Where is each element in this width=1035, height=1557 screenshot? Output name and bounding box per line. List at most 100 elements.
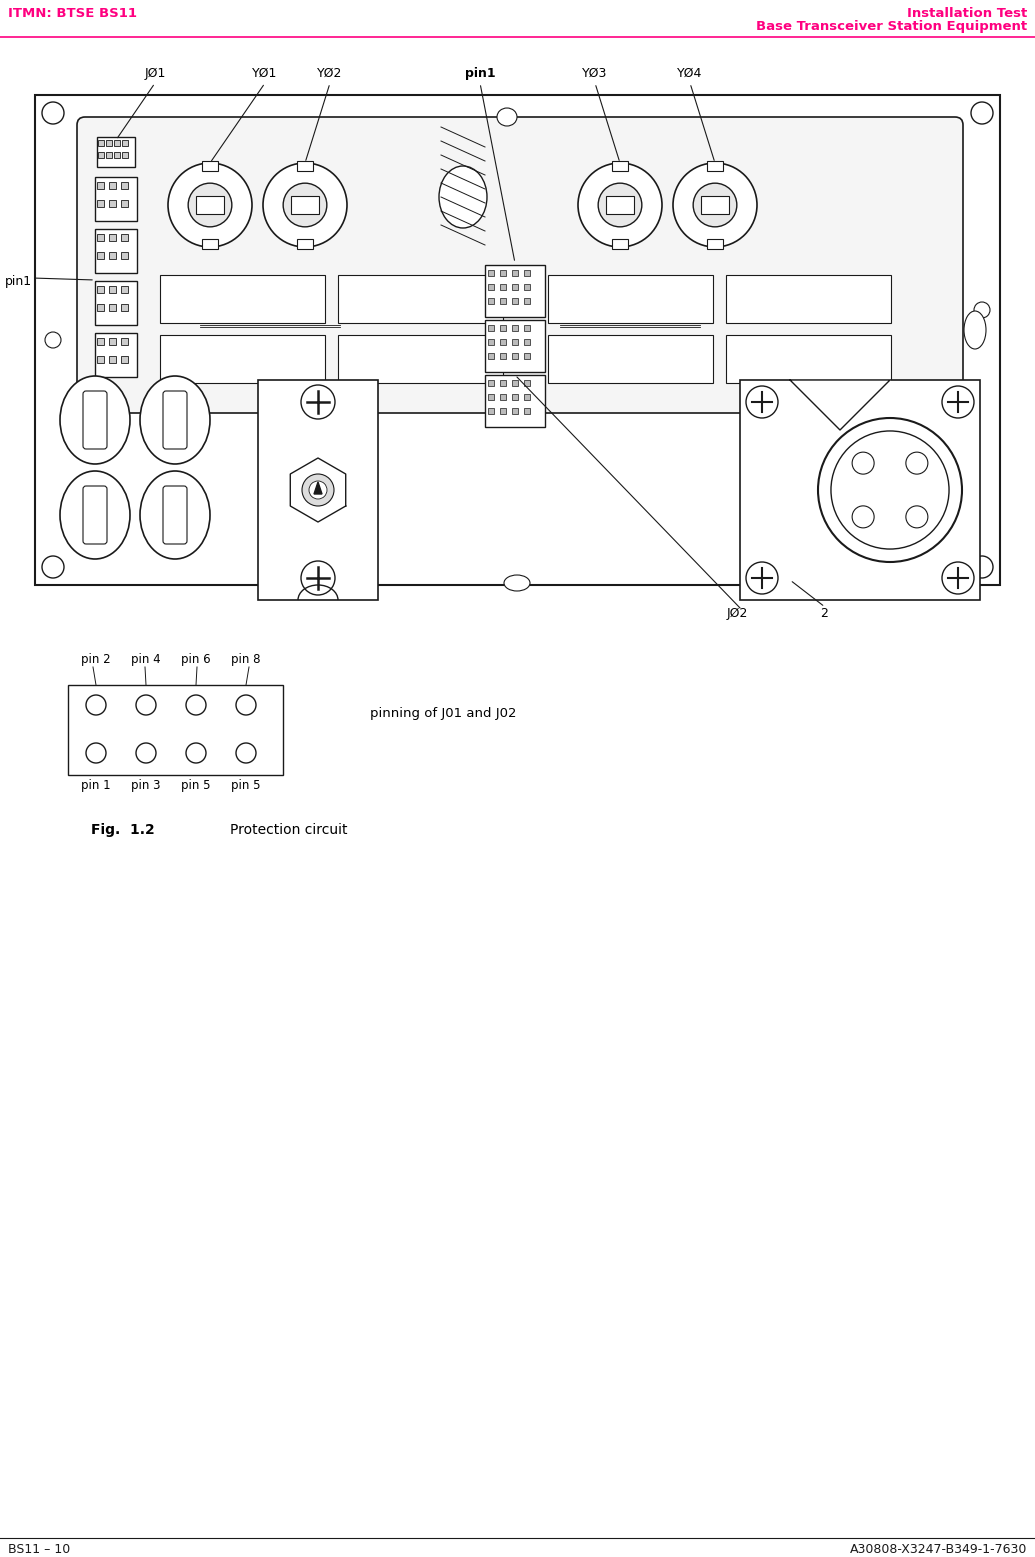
Bar bbox=[96, 182, 104, 188]
Ellipse shape bbox=[60, 472, 130, 559]
Text: pin 4: pin 4 bbox=[131, 652, 160, 666]
Bar bbox=[95, 333, 137, 377]
Bar bbox=[487, 408, 494, 414]
Bar bbox=[106, 140, 112, 146]
Bar bbox=[109, 252, 116, 258]
Bar bbox=[109, 304, 116, 310]
Bar bbox=[740, 380, 980, 599]
Bar bbox=[106, 153, 112, 157]
Circle shape bbox=[86, 743, 106, 763]
Circle shape bbox=[168, 163, 252, 248]
Circle shape bbox=[971, 103, 993, 125]
Bar bbox=[512, 339, 518, 346]
Bar bbox=[512, 325, 518, 332]
Bar bbox=[120, 338, 127, 344]
Ellipse shape bbox=[439, 167, 487, 227]
Bar bbox=[487, 339, 494, 346]
Bar bbox=[485, 375, 545, 427]
Text: JØ1: JØ1 bbox=[144, 67, 166, 79]
Bar bbox=[512, 408, 518, 414]
Bar bbox=[202, 240, 218, 249]
Text: JØ2: JØ2 bbox=[727, 607, 748, 620]
Bar bbox=[524, 297, 530, 304]
Text: ITMN: BTSE BS11: ITMN: BTSE BS11 bbox=[8, 6, 137, 20]
Ellipse shape bbox=[140, 472, 210, 559]
Bar bbox=[500, 269, 506, 276]
FancyBboxPatch shape bbox=[162, 486, 187, 543]
Text: YØ2: YØ2 bbox=[318, 67, 343, 79]
Bar bbox=[95, 229, 137, 272]
Bar bbox=[109, 355, 116, 363]
Bar bbox=[524, 339, 530, 346]
Ellipse shape bbox=[504, 575, 530, 592]
Bar bbox=[297, 240, 313, 249]
Bar bbox=[487, 269, 494, 276]
Circle shape bbox=[42, 556, 64, 578]
Text: Protection circuit: Protection circuit bbox=[230, 824, 348, 838]
Text: 2: 2 bbox=[820, 607, 828, 620]
Bar bbox=[291, 196, 319, 213]
Bar bbox=[512, 269, 518, 276]
Bar bbox=[109, 338, 116, 344]
Circle shape bbox=[284, 184, 327, 227]
Bar bbox=[258, 380, 378, 599]
FancyBboxPatch shape bbox=[83, 391, 107, 448]
Bar bbox=[500, 380, 506, 386]
Circle shape bbox=[301, 385, 335, 419]
Bar bbox=[487, 297, 494, 304]
Bar bbox=[96, 338, 104, 344]
Bar bbox=[297, 160, 313, 171]
Text: Installation Test: Installation Test bbox=[907, 6, 1027, 20]
Bar bbox=[97, 137, 135, 167]
FancyBboxPatch shape bbox=[83, 486, 107, 543]
Circle shape bbox=[45, 332, 61, 349]
Bar bbox=[726, 276, 891, 322]
Text: pin 8: pin 8 bbox=[231, 652, 261, 666]
Text: Fig.  1.2: Fig. 1.2 bbox=[91, 824, 155, 838]
Bar bbox=[122, 140, 128, 146]
Bar bbox=[500, 283, 506, 290]
Circle shape bbox=[831, 431, 949, 550]
Circle shape bbox=[693, 184, 737, 227]
Bar bbox=[512, 353, 518, 360]
Circle shape bbox=[309, 481, 327, 498]
Bar bbox=[109, 234, 116, 240]
Bar bbox=[35, 95, 1000, 585]
Bar bbox=[487, 283, 494, 290]
Bar bbox=[548, 276, 713, 322]
Bar bbox=[485, 265, 545, 318]
Polygon shape bbox=[790, 380, 890, 430]
Text: YØ3: YØ3 bbox=[583, 67, 608, 79]
Bar bbox=[524, 394, 530, 400]
Bar bbox=[500, 353, 506, 360]
Bar bbox=[160, 335, 325, 383]
Bar bbox=[524, 325, 530, 332]
Bar bbox=[500, 408, 506, 414]
Bar bbox=[120, 182, 127, 188]
Bar bbox=[500, 297, 506, 304]
Bar bbox=[612, 160, 628, 171]
Bar bbox=[96, 355, 104, 363]
Bar bbox=[487, 353, 494, 360]
Bar bbox=[202, 160, 218, 171]
FancyBboxPatch shape bbox=[77, 117, 963, 413]
Bar bbox=[122, 153, 128, 157]
Text: A30808-X3247-B349-1-7630: A30808-X3247-B349-1-7630 bbox=[850, 1543, 1027, 1555]
Bar bbox=[114, 153, 120, 157]
Circle shape bbox=[263, 163, 347, 248]
Bar bbox=[485, 321, 545, 372]
Bar bbox=[68, 685, 283, 775]
Text: YØ1: YØ1 bbox=[253, 67, 277, 79]
Text: Base Transceiver Station Equipment: Base Transceiver Station Equipment bbox=[756, 20, 1027, 33]
Bar bbox=[548, 335, 713, 383]
Bar bbox=[120, 355, 127, 363]
Text: pin 2: pin 2 bbox=[81, 652, 111, 666]
Bar bbox=[707, 240, 723, 249]
Bar bbox=[500, 394, 506, 400]
Ellipse shape bbox=[964, 311, 986, 349]
Text: pin1: pin1 bbox=[465, 67, 496, 79]
Circle shape bbox=[186, 743, 206, 763]
Bar bbox=[969, 321, 981, 339]
Circle shape bbox=[906, 452, 927, 475]
Bar bbox=[109, 182, 116, 188]
